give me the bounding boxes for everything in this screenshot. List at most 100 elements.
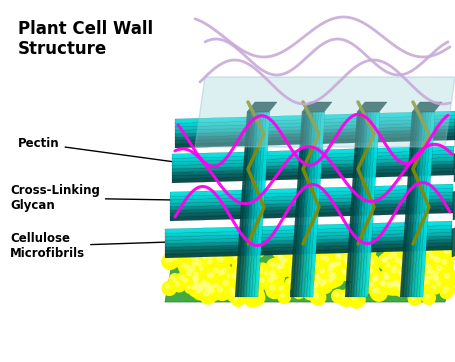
Circle shape xyxy=(201,282,215,296)
Circle shape xyxy=(398,269,403,274)
Circle shape xyxy=(192,285,207,300)
Circle shape xyxy=(192,250,205,263)
Circle shape xyxy=(276,253,291,268)
Circle shape xyxy=(354,250,371,268)
Polygon shape xyxy=(301,102,331,112)
Circle shape xyxy=(402,263,407,267)
Circle shape xyxy=(276,265,280,269)
Circle shape xyxy=(188,281,204,297)
Circle shape xyxy=(400,245,412,258)
Circle shape xyxy=(274,261,284,272)
Circle shape xyxy=(279,257,284,261)
Circle shape xyxy=(180,241,198,259)
Circle shape xyxy=(418,290,422,294)
Circle shape xyxy=(176,282,179,286)
Circle shape xyxy=(387,264,404,281)
Circle shape xyxy=(256,275,271,289)
Circle shape xyxy=(308,252,311,256)
Circle shape xyxy=(405,279,422,296)
Circle shape xyxy=(393,281,397,285)
Text: Cellulose
Microfibrils: Cellulose Microfibrils xyxy=(10,232,167,260)
Polygon shape xyxy=(292,112,308,297)
Polygon shape xyxy=(300,112,316,297)
Circle shape xyxy=(435,265,441,270)
Circle shape xyxy=(444,286,447,290)
Circle shape xyxy=(196,288,200,293)
Circle shape xyxy=(297,260,302,265)
Circle shape xyxy=(292,287,304,299)
Circle shape xyxy=(204,250,220,265)
Circle shape xyxy=(202,246,218,261)
Circle shape xyxy=(319,277,331,290)
Circle shape xyxy=(165,285,169,289)
Circle shape xyxy=(399,271,403,275)
Circle shape xyxy=(331,251,349,268)
Polygon shape xyxy=(350,112,365,297)
Circle shape xyxy=(200,280,205,286)
Circle shape xyxy=(194,255,198,259)
Circle shape xyxy=(195,276,198,279)
Circle shape xyxy=(211,281,223,294)
Circle shape xyxy=(252,245,264,257)
Circle shape xyxy=(192,261,196,266)
Polygon shape xyxy=(248,112,264,297)
Circle shape xyxy=(208,287,212,291)
Circle shape xyxy=(208,253,212,258)
Circle shape xyxy=(391,265,395,270)
Circle shape xyxy=(433,279,445,292)
Circle shape xyxy=(298,244,310,257)
Circle shape xyxy=(357,277,368,288)
Circle shape xyxy=(193,279,197,283)
Circle shape xyxy=(233,248,244,260)
Circle shape xyxy=(232,273,236,278)
Polygon shape xyxy=(170,184,452,197)
Circle shape xyxy=(358,254,363,259)
Circle shape xyxy=(395,258,411,274)
Circle shape xyxy=(398,282,403,288)
Circle shape xyxy=(341,294,345,299)
Circle shape xyxy=(351,295,356,300)
Circle shape xyxy=(289,271,306,287)
Polygon shape xyxy=(355,112,371,297)
Circle shape xyxy=(199,267,202,270)
Circle shape xyxy=(355,271,372,287)
Polygon shape xyxy=(243,112,258,297)
Circle shape xyxy=(413,258,416,262)
Circle shape xyxy=(360,251,373,264)
Circle shape xyxy=(433,256,437,260)
Circle shape xyxy=(233,262,247,276)
Circle shape xyxy=(328,273,332,277)
Circle shape xyxy=(347,291,364,308)
Circle shape xyxy=(324,257,328,261)
Circle shape xyxy=(185,266,190,270)
Circle shape xyxy=(351,294,355,298)
Circle shape xyxy=(380,281,384,286)
Circle shape xyxy=(215,253,220,258)
Polygon shape xyxy=(245,112,261,297)
Circle shape xyxy=(357,283,362,288)
Polygon shape xyxy=(353,112,368,297)
Polygon shape xyxy=(410,112,426,297)
Circle shape xyxy=(165,257,170,262)
Circle shape xyxy=(424,266,439,281)
Circle shape xyxy=(209,273,213,278)
Polygon shape xyxy=(175,118,454,130)
Circle shape xyxy=(371,289,374,292)
Circle shape xyxy=(349,287,353,292)
Polygon shape xyxy=(175,125,454,138)
Polygon shape xyxy=(358,112,374,297)
Circle shape xyxy=(386,282,391,287)
Circle shape xyxy=(340,268,353,281)
Circle shape xyxy=(310,287,315,292)
Circle shape xyxy=(284,278,295,289)
Circle shape xyxy=(421,291,435,304)
Circle shape xyxy=(261,268,274,282)
Circle shape xyxy=(438,256,453,272)
Circle shape xyxy=(348,245,363,260)
Circle shape xyxy=(257,267,262,272)
Circle shape xyxy=(190,279,207,297)
Circle shape xyxy=(308,260,313,264)
Circle shape xyxy=(188,258,202,273)
Circle shape xyxy=(308,279,321,292)
Circle shape xyxy=(335,253,339,256)
